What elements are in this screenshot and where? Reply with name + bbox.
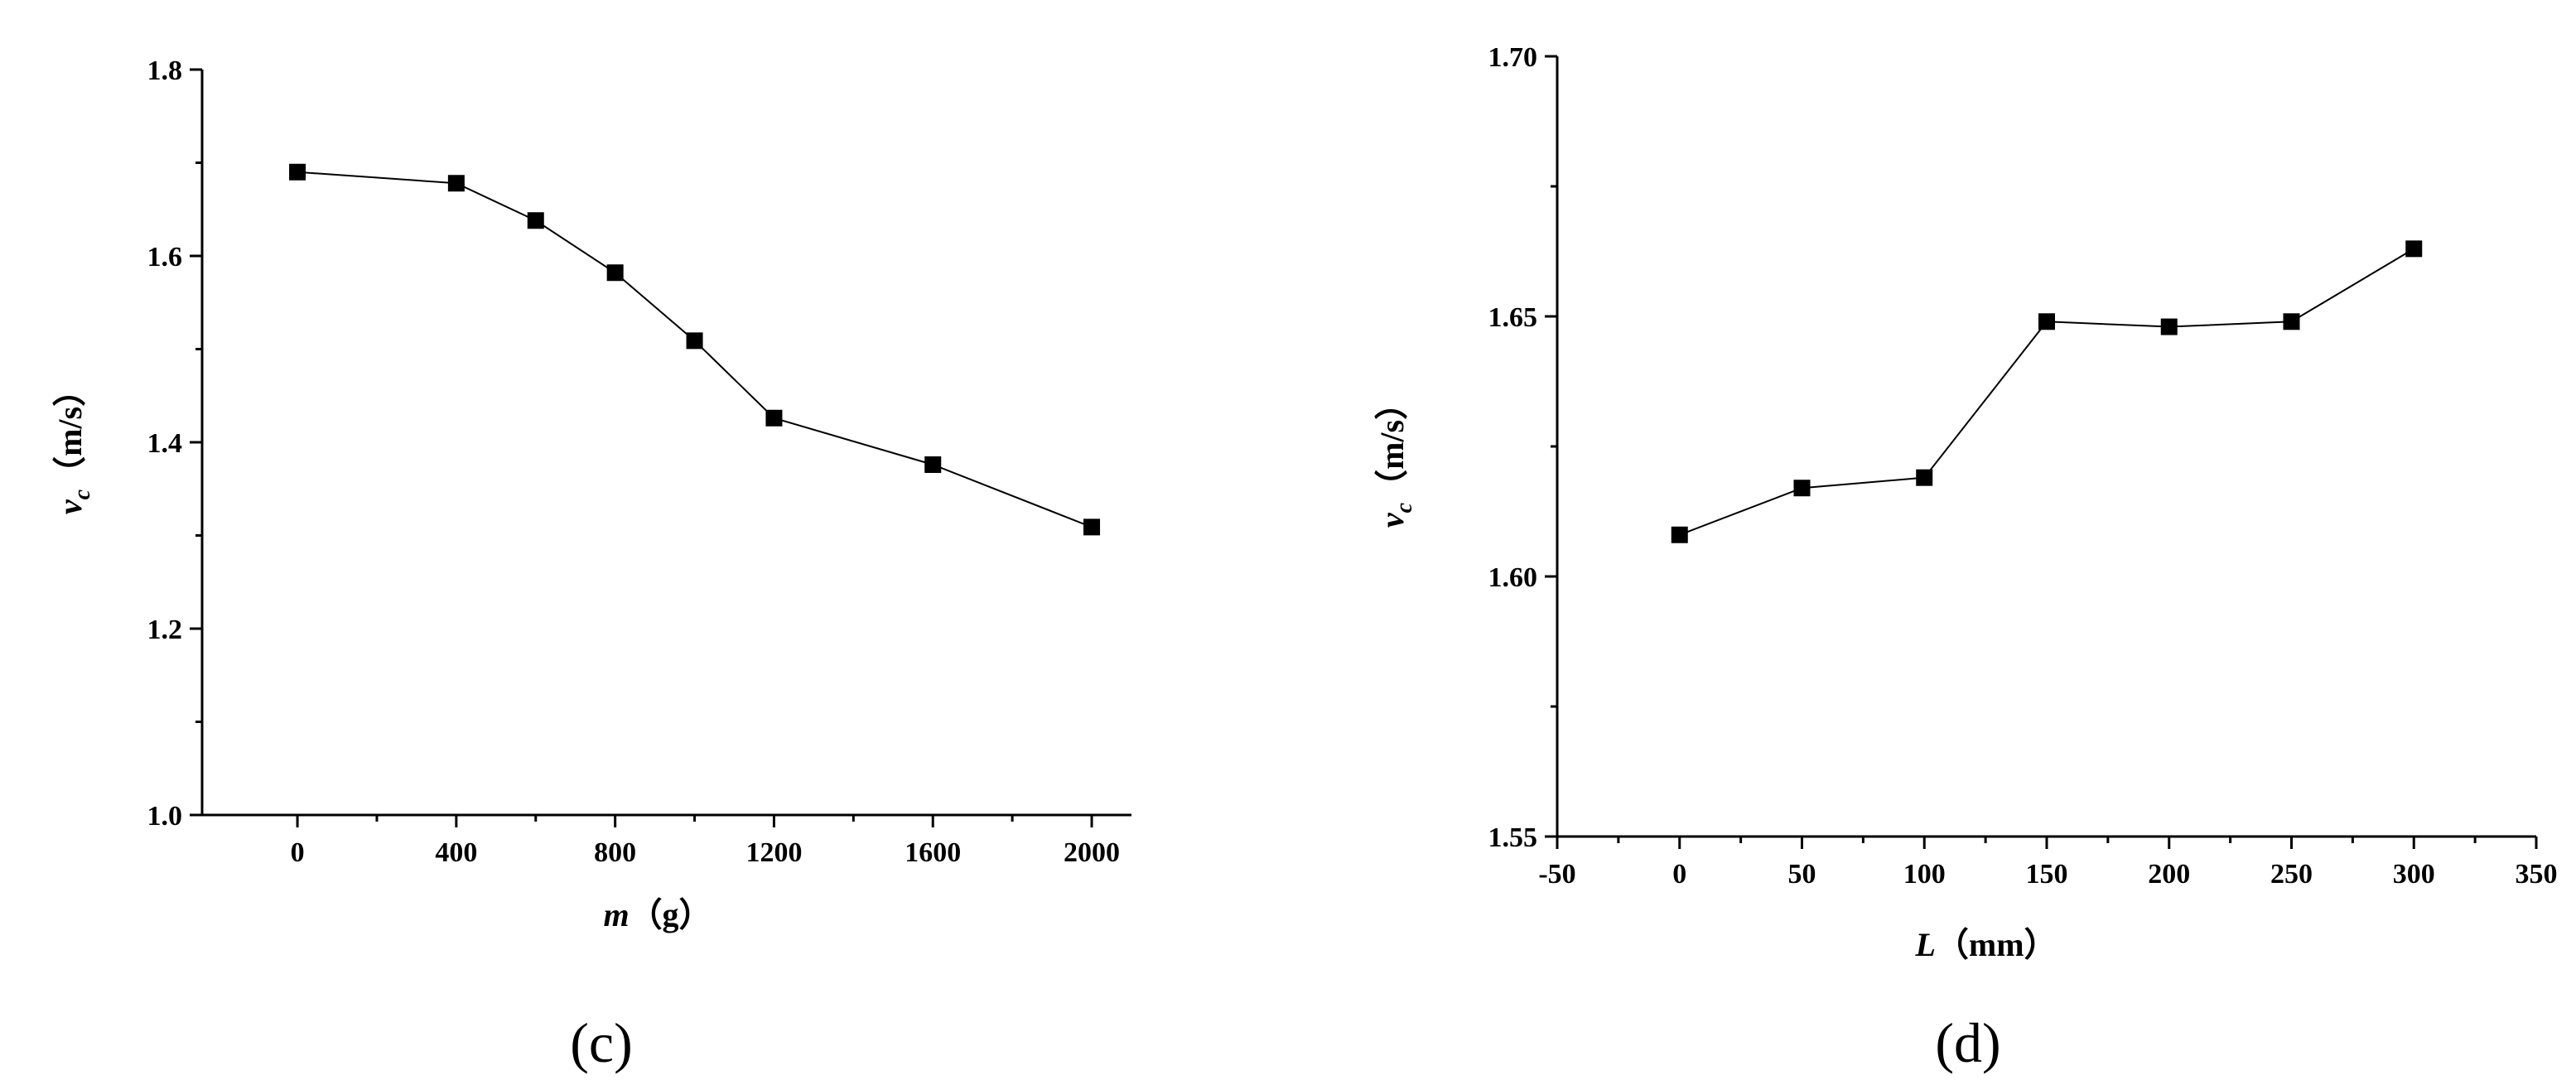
panel-caption: (c) xyxy=(570,1011,632,1074)
data-point xyxy=(1083,518,1101,536)
x-tick-label: 50 xyxy=(1788,859,1816,890)
y-axis-variable: v xyxy=(1373,512,1411,528)
y-tick-label: 1.8 xyxy=(147,55,183,86)
plot-area: 0 400 800 1200 1600 2000 1.0 1.2 1.4 1.6 1.8 xyxy=(147,55,1131,868)
x-tick-label: 1200 xyxy=(745,837,802,868)
data-point xyxy=(924,456,942,473)
y-tick-label: 1.4 xyxy=(147,428,183,459)
data-point xyxy=(527,212,544,229)
plot-area: -50 0 50 100 150 200 250 300 350 1.55 1.60 1.65 1.70 xyxy=(1488,42,2558,890)
y-axis-variable: v xyxy=(51,499,89,514)
data-point xyxy=(2405,240,2423,258)
y-tick-label: 1.6 xyxy=(147,242,183,272)
y-tick-label: 1.60 xyxy=(1488,562,1538,593)
y-tick-label: 1.0 xyxy=(147,801,183,832)
data-point xyxy=(2038,313,2055,330)
x-axis-unit: （g） xyxy=(630,896,712,933)
y-axis-title: vc（m/s） xyxy=(51,374,95,514)
y-axis-title: vc（m/s） xyxy=(1373,387,1417,528)
data-point xyxy=(2283,313,2300,330)
x-tick-label: 2000 xyxy=(1064,837,1120,868)
x-tick-label: 0 xyxy=(291,837,305,868)
x-tick-label: 200 xyxy=(2148,859,2190,890)
x-axis-title: L（mm） xyxy=(1914,926,2057,963)
data-point xyxy=(686,332,703,350)
x-axis-variable: L xyxy=(1914,926,1935,963)
data-point xyxy=(1916,469,1933,486)
x-tick-label: 100 xyxy=(1903,859,1946,890)
data-point xyxy=(606,264,624,282)
y-tick-label: 1.55 xyxy=(1488,822,1538,853)
panel-caption: (d) xyxy=(1935,1011,2000,1074)
y-tick-label: 1.2 xyxy=(147,615,183,645)
y-tick-label: 1.70 xyxy=(1488,42,1538,73)
y-axis-unit: （m/s） xyxy=(51,374,89,489)
y-tick-label: 1.65 xyxy=(1488,302,1538,333)
data-point xyxy=(1671,526,1688,543)
y-axis-unit: （m/s） xyxy=(1373,387,1411,503)
data-point xyxy=(1793,480,1811,497)
data-point xyxy=(765,409,783,427)
x-axis-variable: m xyxy=(603,896,629,933)
data-point xyxy=(2160,318,2178,335)
chart-panel-d: -50 0 50 100 150 200 250 300 350 1.55 1.60 1.65 1.70… xyxy=(1373,42,2558,1074)
data-point xyxy=(289,163,306,181)
x-tick-label: 300 xyxy=(2393,859,2435,890)
x-axis-unit: （mm） xyxy=(1936,926,2057,963)
y-axis-subscript: c xyxy=(70,489,95,499)
x-axis-title: m（g） xyxy=(603,896,712,933)
y-axis-subscript: c xyxy=(1392,502,1417,513)
x-tick-label: 350 xyxy=(2516,859,2558,890)
x-tick-label: 0 xyxy=(1672,859,1686,890)
x-tick-label: 800 xyxy=(594,837,636,868)
x-tick-label: 250 xyxy=(2270,859,2313,890)
x-tick-label: 400 xyxy=(435,837,477,868)
x-tick-label: 1600 xyxy=(904,837,961,868)
series-line xyxy=(297,171,1093,528)
x-tick-label: -50 xyxy=(1538,859,1575,890)
data-point xyxy=(447,175,465,192)
x-tick-label: 150 xyxy=(2026,859,2068,890)
series-line xyxy=(1679,248,2414,536)
